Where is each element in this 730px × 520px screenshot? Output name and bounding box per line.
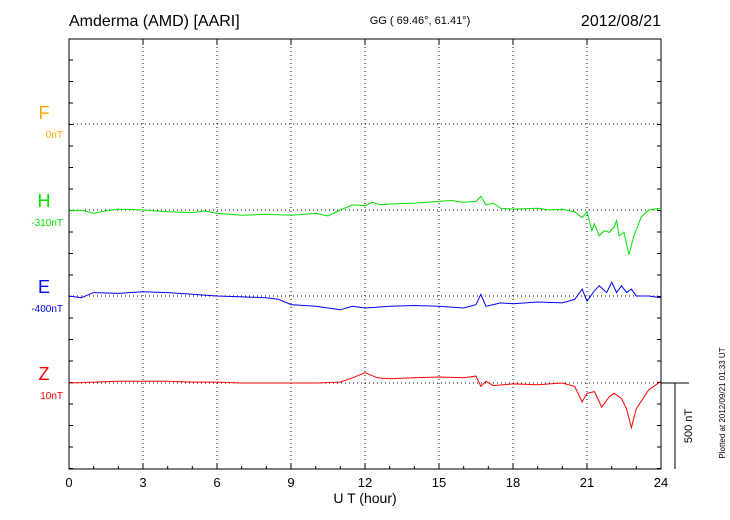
station-title: Amderma (AMD) [AARI] [69,13,240,30]
component-baseline-h: -310nT [31,218,63,229]
x-tick-label: 6 [213,475,220,490]
component-baseline-z: 10nT [40,391,63,402]
x-tick-label: 12 [358,475,372,490]
x-axis-ticks: 0 3 6 9 12 15 18 21 24 [65,39,668,490]
component-name-e: E [38,277,50,297]
x-axis-label: U T (hour) [333,490,396,506]
x-tick-label: 24 [654,475,668,490]
plotted-timestamp: Plotted at 2012/09/21 01:33 UT [718,347,727,458]
x-tick-label: 15 [432,475,446,490]
trace-e [68,281,662,311]
x-tick-label: 18 [506,475,520,490]
x-tick-label: 3 [139,475,146,490]
component-labels: F 0nT H -310nT E -400nT Z 10nT [31,103,63,402]
scale-bar: 500 nT [661,382,695,469]
component-name-f: F [39,103,50,123]
scale-bar-label: 500 nT [683,409,695,444]
trace-z [68,372,662,430]
plot-date: 2012/08/21 [581,13,661,30]
component-name-z: Z [39,364,50,384]
component-baseline-f: 0nT [46,130,63,141]
x-tick-label: 0 [65,475,72,490]
geographic-coords: GG ( 69.46°, 61.41°) [370,15,471,27]
trace-h [68,195,662,255]
component-baseline-e: -400nT [31,304,63,315]
component-traces [68,195,662,430]
component-name-h: H [38,191,51,211]
x-tick-label: 9 [287,475,294,490]
grid-lines [69,39,661,469]
x-tick-label: 21 [580,475,594,490]
